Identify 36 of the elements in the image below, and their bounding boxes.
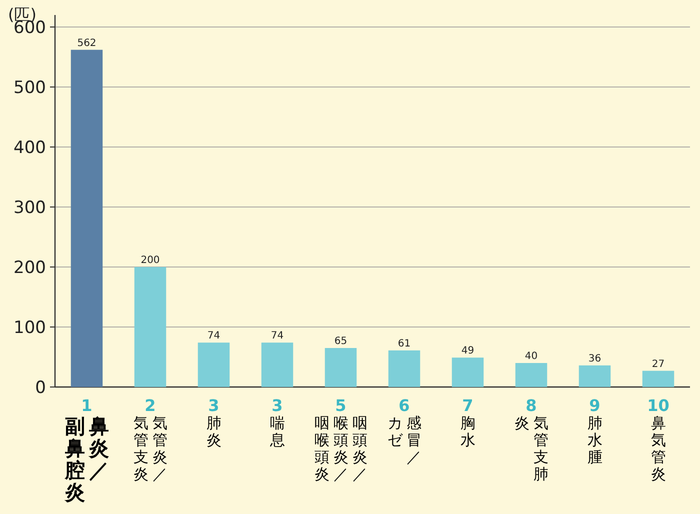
data-label: 74 [207,330,220,342]
y-tick-label: 400 [14,138,46,158]
x-tick-label: 9 肺水腫 [586,396,604,466]
bar [70,50,103,387]
category-label: 8 気管支肺炎 [514,396,548,483]
y-tick-label: 100 [14,318,46,338]
bar [642,370,674,387]
data-label: 61 [398,338,411,350]
bar [261,342,294,387]
data-label: 40 [524,351,538,362]
data-label: 36 [588,353,602,364]
x-tick-label: 10 鼻気管炎 [646,396,670,483]
bar [452,358,484,387]
bar [388,350,420,387]
bar [515,363,548,387]
data-label: 74 [270,330,284,342]
bar [134,267,166,387]
y-tick-label: 200 [14,258,46,278]
x-tick-label: 1 鼻炎／副鼻腔炎 [64,396,110,504]
x-tick-label: 6 感冒／カゼ [386,396,422,466]
data-label: 27 [652,358,665,370]
y-tick-label: 300 [14,198,46,218]
data-label: 65 [334,336,348,347]
x-tick-label: 7 胸水 [459,396,476,449]
data-label: 49 [461,346,474,357]
x-tick-label: 3 喘息 [268,396,286,449]
bar [578,365,611,387]
y-tick-label: 0 [35,378,46,398]
bar [198,342,230,387]
bar [324,348,357,387]
y-tick-label: 500 [14,78,46,98]
category-label: 5 咽頭炎／喉頭炎／咽喉頭炎 [314,396,368,483]
data-label: 562 [77,38,96,49]
category-label: 2 気管炎／気管支炎 [133,396,168,483]
data-label: 200 [140,255,160,266]
x-tick-label: 3 肺炎 [205,396,222,449]
